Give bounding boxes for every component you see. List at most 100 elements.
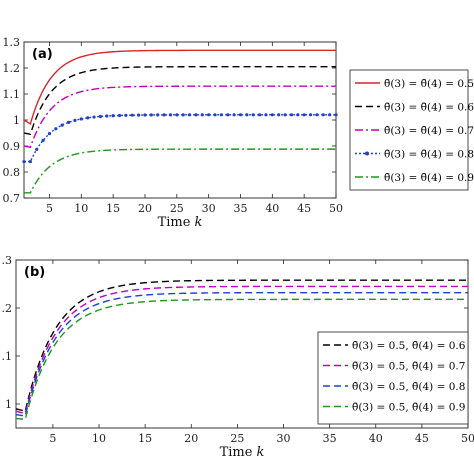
series-marker (111, 114, 115, 118)
x-tick-label: 10 (92, 432, 106, 445)
x-tick-label: 50 (461, 432, 474, 445)
series-marker (181, 113, 185, 117)
series-marker (60, 123, 64, 127)
legend-entry-3: θ̄(3) = θ̄(4) = 0.7 (384, 125, 474, 137)
series-marker (175, 113, 179, 117)
series-marker (98, 114, 103, 119)
series-marker (238, 113, 243, 117)
x-tick-label: 50 (329, 202, 343, 215)
series-marker (105, 114, 109, 118)
legend-entry-5: θ̄(3) = θ̄(4) = 0.9 (384, 172, 474, 184)
x-tick-label: 40 (369, 432, 383, 445)
series-marker (73, 118, 77, 123)
series-marker (315, 113, 319, 117)
series-marker (213, 113, 217, 117)
series-line-2 (15, 285, 468, 415)
legend-entry-4: θ̄(3) = 0.5, θ̄(4) = 0.9 (352, 402, 465, 414)
legend-entry-4: θ̄(3) = θ̄(4) = 0.8 (384, 149, 474, 161)
series-marker (226, 113, 230, 117)
legend: θ̄(3) = 0.5, θ̄(4) = 0.6 θ̄(3) = 0.5, θ̄(… (317, 331, 469, 425)
legend-entry-2: θ̄(3) = θ̄(4) = 0.6 (384, 102, 474, 114)
x-tick-label: 25 (170, 202, 184, 215)
series-marker (232, 113, 236, 117)
series-marker (257, 113, 262, 117)
x-tick-label: 30 (277, 432, 291, 445)
x-tick-label: 20 (184, 432, 198, 445)
series-marker (35, 147, 39, 151)
series-marker (245, 113, 249, 117)
legend-entry-2: θ̄(3) = 0.5, θ̄(4) = 0.7 (352, 361, 465, 373)
series-line-1 (15, 279, 468, 413)
series-line-1 (23, 49, 336, 125)
series-marker (207, 113, 211, 117)
x-tick-label: 15 (106, 202, 120, 215)
series-marker (22, 160, 26, 164)
x-tick-label: 40 (265, 202, 279, 215)
x-tick-label: 10 (74, 202, 88, 215)
series-marker (168, 113, 173, 117)
series-line-4 (15, 298, 468, 421)
x-tick-label: 35 (233, 202, 247, 215)
x-tick-label: 20 (138, 202, 152, 215)
series-marker (137, 113, 141, 117)
series-marker (86, 116, 90, 120)
y-tick-label: 1.1 (3, 88, 21, 101)
legend-entry-3: θ̄(3) = 0.5, θ̄(4) = 0.8 (352, 381, 465, 393)
series-line-5 (24, 148, 336, 194)
series-line-3 (15, 291, 468, 417)
panel-label: (a) (32, 47, 53, 62)
x-tick-label: 25 (230, 432, 244, 445)
series-marker (156, 113, 160, 117)
y-tick-label: 1.2 (0, 302, 12, 315)
x-tick-label: 45 (297, 202, 311, 215)
series-marker (251, 113, 255, 117)
series-line-3 (23, 85, 336, 149)
x-axis-label-var: k (195, 215, 203, 230)
series-marker (162, 113, 166, 117)
legend: θ̄(3) = θ̄(4) = 0.5 θ̄(3) = θ̄(4) = 0.6 θ̄… (349, 69, 474, 191)
x-tick-label: 35 (323, 432, 337, 445)
x-tick-label: 5 (49, 432, 56, 445)
chart-panel-a: 5 10 15 20 25 30 35 40 45 50 0.7 0.8 0.9 1 1.1 1.2 1.3 (a… (3, 36, 344, 230)
series-marker (41, 138, 45, 142)
legend-box (317, 331, 469, 425)
series-marker (187, 113, 192, 117)
series-marker (321, 113, 325, 117)
series-marker (277, 113, 281, 117)
series-marker (149, 113, 153, 117)
y-tick-label: 0.7 (3, 192, 21, 205)
chart-panel-b: 5 10 15 20 25 30 35 40 45 50 1 1.1 1.2 1.3 (b) Time k (0, 254, 474, 460)
y-tick-label: 0.9 (3, 140, 21, 153)
x-axis-label: Time k (220, 445, 265, 460)
series-line-2 (23, 66, 336, 136)
series-marker (200, 113, 204, 117)
plot-area (23, 41, 337, 199)
series-marker (47, 132, 52, 136)
x-axis-label-var: k (257, 445, 265, 460)
y-tick-label: 1 (13, 114, 20, 127)
series-marker (54, 127, 58, 131)
series-marker (264, 113, 268, 117)
series-marker (143, 113, 147, 117)
x-tick-label: 45 (415, 432, 429, 445)
series-marker (194, 113, 198, 117)
series-marker (92, 115, 96, 119)
series-marker (302, 113, 306, 117)
series-marker (130, 113, 134, 117)
y-tick-label: 0.8 (3, 166, 21, 179)
panel-label: (b) (24, 265, 45, 280)
x-axis-label-text: Time (158, 215, 195, 230)
series-marker (334, 113, 338, 117)
series-marker (124, 113, 128, 117)
x-axis-label-text: Time (220, 445, 257, 460)
series-marker (296, 113, 300, 117)
y-tick-label: 1.1 (0, 350, 12, 363)
series-marker (289, 113, 294, 117)
y-tick-label: 1.3 (0, 254, 12, 267)
series-marker (28, 160, 32, 164)
series-marker (308, 113, 313, 117)
legend-entry-1: θ̄(3) = θ̄(4) = 0.5 (384, 78, 474, 90)
series-marker (283, 113, 287, 117)
series-marker (328, 113, 332, 117)
